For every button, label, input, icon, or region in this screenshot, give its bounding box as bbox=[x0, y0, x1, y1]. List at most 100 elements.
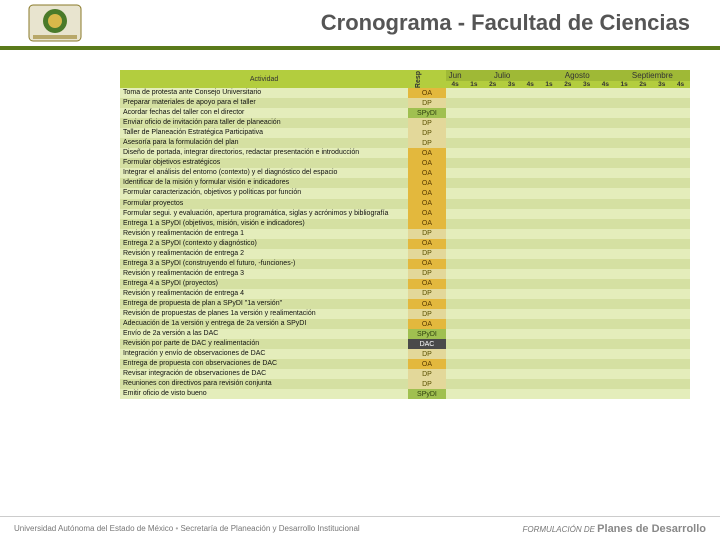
week-cell bbox=[502, 329, 521, 339]
week-cell bbox=[671, 329, 690, 339]
week-cell bbox=[596, 209, 615, 219]
resp-cell: DP bbox=[408, 269, 446, 279]
resp-cell: OA bbox=[408, 239, 446, 249]
week-cell bbox=[652, 269, 671, 279]
table-row: Revisión y realimentación de entrega 3DP bbox=[120, 269, 690, 279]
week-cell bbox=[521, 299, 540, 309]
week-cell bbox=[502, 138, 521, 148]
week-cell bbox=[465, 148, 484, 158]
week-cell bbox=[671, 148, 690, 158]
week-cell bbox=[521, 178, 540, 188]
week-cell bbox=[577, 209, 596, 219]
resp-cell: DP bbox=[408, 128, 446, 138]
week-cell bbox=[558, 269, 577, 279]
activity-cell: Formular segui. y evaluación, apertura p… bbox=[120, 209, 408, 219]
week-cell bbox=[540, 239, 559, 249]
table-row: Formular proyectosOA bbox=[120, 199, 690, 209]
week-cell bbox=[483, 259, 502, 269]
week-cell bbox=[465, 259, 484, 269]
week-cell bbox=[502, 279, 521, 289]
week-cell bbox=[540, 289, 559, 299]
week-cell bbox=[558, 389, 577, 399]
week-cell bbox=[521, 249, 540, 259]
table-row: Revisión y realimentación de entrega 4DP bbox=[120, 289, 690, 299]
week-cell bbox=[558, 259, 577, 269]
week-cell bbox=[615, 349, 634, 359]
week-cell bbox=[652, 379, 671, 389]
week-cell bbox=[596, 389, 615, 399]
week-cell bbox=[634, 299, 653, 309]
week-cell bbox=[634, 158, 653, 168]
week-cell bbox=[558, 359, 577, 369]
resp-cell: OA bbox=[408, 319, 446, 329]
week-cell bbox=[615, 379, 634, 389]
week-cell bbox=[671, 199, 690, 209]
week-cell bbox=[596, 319, 615, 329]
week-cell bbox=[577, 168, 596, 178]
cronograma-table: ActividadRespJunJulioAgostoSeptiembre4s1… bbox=[120, 70, 690, 399]
week-cell bbox=[465, 319, 484, 329]
table-row: Formular caracterización, objetivos y po… bbox=[120, 188, 690, 198]
week-cell bbox=[446, 229, 465, 239]
week-cell bbox=[615, 98, 634, 108]
week-cell bbox=[502, 148, 521, 158]
week-cell bbox=[521, 128, 540, 138]
week-cell bbox=[596, 309, 615, 319]
resp-cell: OA bbox=[408, 359, 446, 369]
week-cell bbox=[521, 88, 540, 98]
week-cell bbox=[446, 118, 465, 128]
week-cell bbox=[502, 168, 521, 178]
table-row: Enviar oficio de invitación para taller … bbox=[120, 118, 690, 128]
week-cell bbox=[540, 279, 559, 289]
resp-cell: DP bbox=[408, 369, 446, 379]
week-cell bbox=[615, 269, 634, 279]
resp-cell: DP bbox=[408, 118, 446, 128]
activity-cell: Envío de 2a versión a las DAC bbox=[120, 329, 408, 339]
week-cell bbox=[577, 269, 596, 279]
week-cell bbox=[521, 269, 540, 279]
activity-cell: Toma de protesta ante Consejo Universita… bbox=[120, 88, 408, 98]
week-cell bbox=[446, 108, 465, 118]
resp-cell: SPyDI bbox=[408, 329, 446, 339]
week-cell bbox=[671, 289, 690, 299]
week-cell bbox=[596, 158, 615, 168]
week-cell bbox=[596, 108, 615, 118]
week-cell bbox=[652, 369, 671, 379]
week-cell bbox=[634, 138, 653, 148]
week-cell bbox=[615, 168, 634, 178]
week-cell bbox=[540, 369, 559, 379]
week-cell bbox=[615, 88, 634, 98]
week-cell bbox=[540, 259, 559, 269]
week-cell bbox=[502, 229, 521, 239]
week-cell bbox=[558, 108, 577, 118]
week-cell bbox=[521, 158, 540, 168]
week-cell bbox=[521, 329, 540, 339]
week-cell bbox=[446, 249, 465, 259]
week-cell bbox=[558, 279, 577, 289]
week-cell bbox=[521, 148, 540, 158]
resp-cell: DP bbox=[408, 379, 446, 389]
hdr-month: Jun bbox=[446, 70, 465, 81]
hdr-week: 4s bbox=[596, 81, 615, 88]
week-cell bbox=[521, 339, 540, 349]
week-cell bbox=[577, 138, 596, 148]
week-cell bbox=[446, 289, 465, 299]
week-cell bbox=[577, 148, 596, 158]
footer-planes: Planes de Desarrollo bbox=[597, 523, 706, 535]
week-cell bbox=[540, 188, 559, 198]
table-row: Revisión y realimentación de entrega 2DP bbox=[120, 249, 690, 259]
week-cell bbox=[615, 239, 634, 249]
table-row: Revisión y realimentación de entrega 1DP bbox=[120, 229, 690, 239]
week-cell bbox=[577, 389, 596, 399]
resp-cell: OA bbox=[408, 279, 446, 289]
hdr-month: Agosto bbox=[540, 70, 615, 81]
week-cell bbox=[521, 118, 540, 128]
week-cell bbox=[558, 309, 577, 319]
week-cell bbox=[577, 239, 596, 249]
activity-cell: Preparar materiales de apoyo para el tal… bbox=[120, 98, 408, 108]
activity-cell: Entrega 1 a SPyDI (objetivos, misión, vi… bbox=[120, 219, 408, 229]
table-row: Revisión por parte de DAC y realimentaci… bbox=[120, 339, 690, 349]
week-cell bbox=[521, 259, 540, 269]
week-cell bbox=[615, 339, 634, 349]
week-cell bbox=[483, 329, 502, 339]
